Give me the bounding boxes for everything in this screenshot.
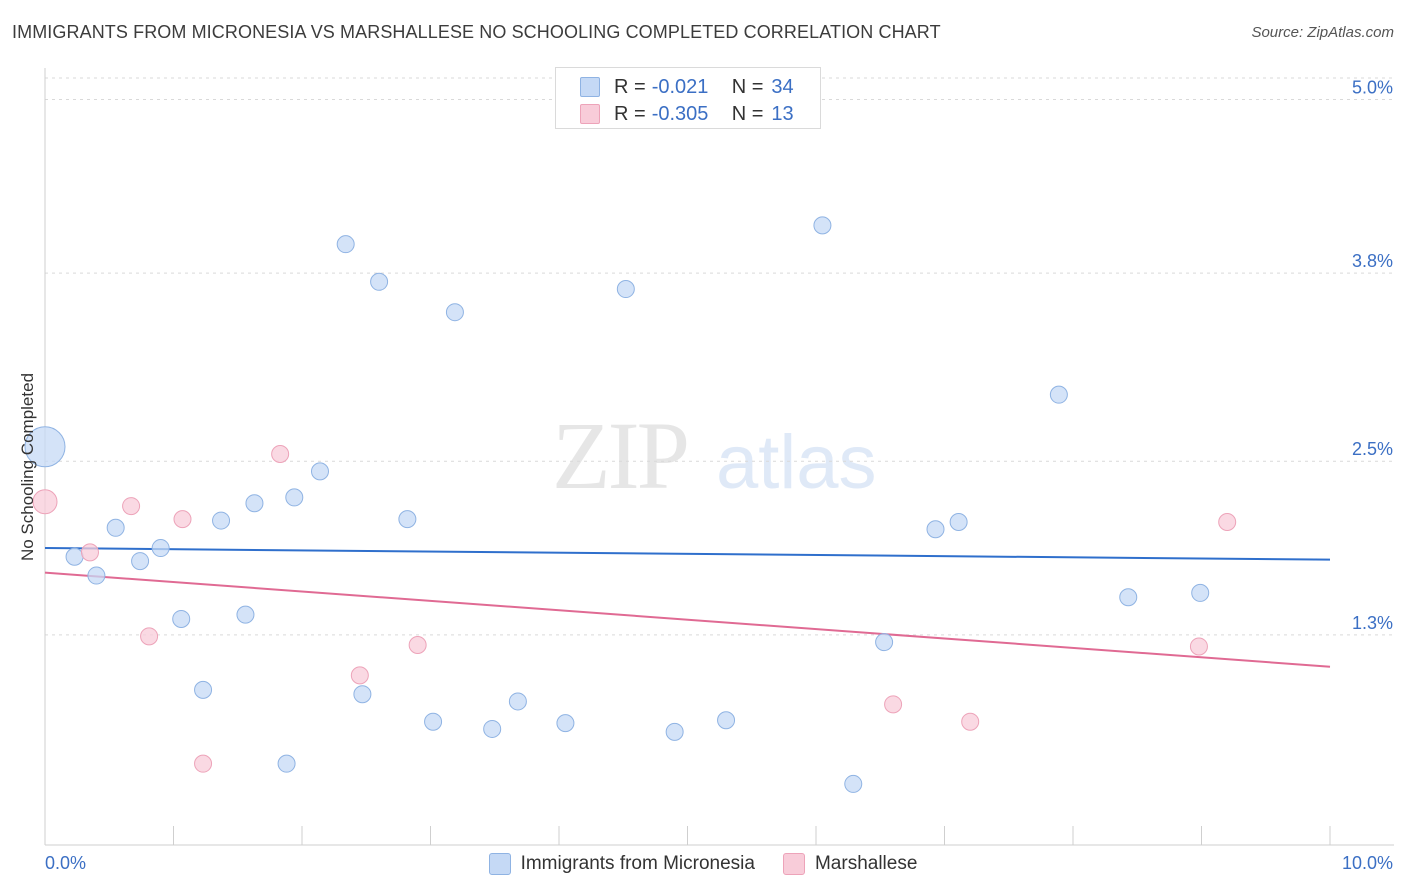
y-tick-label: 3.8% bbox=[1352, 251, 1393, 271]
legend-row-marshallese: R = -0.305 N = 13 bbox=[580, 102, 794, 126]
legend-row-micronesia: R = -0.021 N = 34 bbox=[580, 75, 794, 99]
y-tick-labels: 1.3% 2.5% 3.8% 5.0% bbox=[1352, 77, 1393, 632]
series-marshallese-points bbox=[32, 445, 1237, 773]
legend-label: Immigrants from Micronesia bbox=[520, 853, 755, 874]
legend-item-marshallese[interactable]: Marshallese bbox=[782, 853, 918, 875]
data-point bbox=[508, 692, 527, 711]
axes bbox=[44, 68, 1394, 846]
n-value: 13 bbox=[771, 102, 794, 125]
data-point bbox=[1049, 385, 1068, 404]
data-point bbox=[24, 426, 66, 468]
data-point bbox=[884, 695, 903, 714]
data-point bbox=[1119, 588, 1138, 607]
data-point bbox=[424, 712, 443, 731]
data-point bbox=[32, 489, 58, 515]
trend-line-blue bbox=[44, 547, 1331, 561]
data-point bbox=[140, 627, 159, 646]
r-label: R = bbox=[614, 102, 646, 125]
series-micronesia-points bbox=[24, 216, 1210, 793]
watermark-atlas: atlas bbox=[716, 420, 877, 505]
data-point bbox=[106, 518, 125, 537]
series-legend: Immigrants from Micronesia Marshallese bbox=[0, 852, 1406, 876]
legend-label: Marshallese bbox=[814, 853, 918, 874]
data-point bbox=[122, 497, 141, 516]
y-tick-label: 5.0% bbox=[1352, 77, 1393, 97]
data-point bbox=[236, 605, 255, 624]
data-point bbox=[310, 462, 329, 481]
data-point bbox=[408, 636, 427, 655]
chart-title: IMMIGRANTS FROM MICRONESIA VS MARSHALLES… bbox=[12, 22, 941, 42]
data-point bbox=[131, 552, 150, 571]
data-point bbox=[285, 488, 304, 507]
data-point bbox=[194, 680, 213, 699]
data-point bbox=[813, 216, 832, 235]
data-point bbox=[271, 445, 290, 463]
data-point bbox=[1191, 583, 1210, 602]
watermark-zip: ZIP bbox=[552, 402, 687, 509]
legend-item-micronesia[interactable]: Immigrants from Micronesia bbox=[488, 853, 755, 875]
y-axis-label-wrap: No Schooling Completed bbox=[16, 373, 40, 561]
data-point bbox=[717, 711, 736, 730]
blue-swatch-icon bbox=[580, 77, 600, 97]
data-point bbox=[961, 712, 980, 731]
data-point bbox=[926, 520, 945, 539]
data-point bbox=[949, 513, 968, 532]
data-point bbox=[194, 754, 213, 773]
data-point bbox=[336, 235, 355, 254]
trend-line-pink bbox=[44, 571, 1331, 668]
data-point bbox=[172, 609, 191, 628]
r-label: R = bbox=[614, 75, 646, 98]
y-axis-label: No Schooling Completed bbox=[18, 372, 37, 562]
y-tick-label: 2.5% bbox=[1352, 439, 1393, 459]
correlation-legend: R = -0.021 N = 34 R = -0.305 N = 13 bbox=[555, 67, 821, 129]
data-point bbox=[151, 539, 170, 558]
data-point bbox=[212, 511, 231, 530]
n-label: N = bbox=[731, 75, 764, 98]
pink-swatch-icon bbox=[580, 104, 600, 124]
r-value: -0.021 bbox=[651, 75, 709, 98]
grid-lines bbox=[45, 77, 1394, 636]
data-point bbox=[87, 566, 106, 585]
x-tick-label: 0.0% bbox=[45, 853, 86, 873]
data-point bbox=[1189, 637, 1208, 656]
data-point bbox=[370, 272, 389, 291]
data-point bbox=[1218, 513, 1237, 532]
data-point bbox=[665, 722, 684, 741]
pink-swatch-icon bbox=[782, 853, 805, 875]
data-point bbox=[398, 510, 417, 529]
x-tick-label: 10.0% bbox=[1342, 853, 1393, 873]
data-point bbox=[616, 280, 635, 299]
data-point bbox=[65, 547, 84, 566]
data-point bbox=[875, 633, 894, 652]
y-tick-label: 1.3% bbox=[1352, 613, 1393, 633]
data-point bbox=[844, 774, 863, 793]
data-point bbox=[353, 685, 372, 704]
n-value: 34 bbox=[771, 75, 794, 98]
trend-lines bbox=[44, 547, 1331, 668]
n-label: N = bbox=[731, 102, 764, 125]
data-point bbox=[80, 543, 99, 562]
data-point bbox=[350, 666, 369, 685]
r-value: -0.305 bbox=[651, 102, 709, 125]
watermark: ZIP atlas bbox=[552, 402, 877, 509]
source-credit: Source: ZipAtlas.com bbox=[1251, 24, 1394, 41]
data-point bbox=[245, 494, 264, 513]
data-point bbox=[277, 754, 296, 773]
blue-swatch-icon bbox=[488, 853, 511, 875]
data-point bbox=[173, 510, 192, 529]
data-point bbox=[445, 303, 464, 322]
x-tick-labels: 0.0% 10.0% bbox=[45, 853, 1393, 873]
data-point bbox=[556, 714, 575, 733]
data-point bbox=[483, 719, 502, 738]
